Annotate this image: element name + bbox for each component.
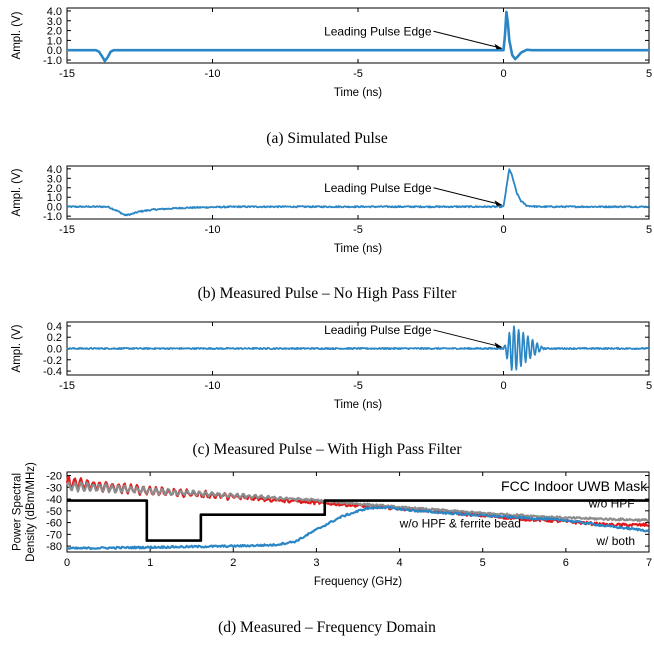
x-tick-label: 6 (563, 557, 569, 569)
no-hpf-label: w/o HPF (588, 496, 635, 510)
y-tick-label: 2.0 (47, 26, 62, 38)
x-tick-label: 5 (646, 380, 652, 392)
x-axis-label: Frequency (GHz) (314, 576, 402, 588)
y-tick-label: -50 (46, 506, 62, 518)
annotation-arrowhead (494, 200, 503, 206)
x-tick-label: 2 (230, 557, 236, 569)
series-line-no-hpf (65, 481, 650, 523)
x-tick-label: -5 (353, 224, 363, 236)
y-tick-label: -20 (46, 471, 62, 483)
annotation-text: Leading Pulse Edge (324, 323, 432, 337)
x-tick-label: 7 (646, 557, 652, 569)
annotation-arrowhead (494, 43, 503, 50)
x-tick-label: -15 (59, 224, 75, 236)
x-tick-label: 4 (397, 557, 403, 569)
x-tick-label: -10 (205, 380, 221, 392)
x-tick-label: -5 (353, 68, 363, 80)
plot-frame-3 (66, 471, 650, 553)
y-tick-label: -0.2 (43, 355, 62, 367)
series-line-both (66, 505, 650, 551)
y-tick-label: 0.0 (47, 202, 62, 214)
y-tick-label: 1.0 (47, 35, 62, 47)
x-tick-label: -15 (59, 380, 75, 392)
y-tick-label: 4.0 (47, 6, 62, 18)
x-tick-label: 0 (64, 557, 70, 569)
annotation-arrowhead (494, 342, 503, 348)
y-tick-label: 0.0 (47, 344, 62, 356)
annotation-arrow (433, 329, 502, 348)
x-tick-label: 1 (147, 557, 153, 569)
y-tick-label: -30 (46, 482, 62, 494)
y-tick-label: 3.0 (47, 16, 62, 28)
y-tick-label: 0.4 (47, 321, 62, 333)
x-tick-label: -15 (59, 68, 75, 80)
y-axis-label: Ampl. (V) (11, 11, 23, 59)
both-label: w/ both (595, 534, 635, 548)
annotation-text: Leading Pulse Edge (324, 24, 432, 38)
series-line-measured-no-hpf (66, 168, 649, 217)
annotation-text: Leading Pulse Edge (324, 181, 432, 195)
y-tick-label: 1.0 (47, 192, 62, 204)
panel-caption: (b) Measured Pulse – No High Pass Filter (198, 285, 458, 302)
x-tick-label: 5 (480, 557, 486, 569)
x-axis-label: Time (ns) (334, 243, 382, 255)
x-tick-label: 0 (500, 224, 506, 236)
series-line-measured-hpf (66, 325, 650, 371)
y-tick-label: -80 (46, 541, 62, 553)
x-tick-label: 0 (500, 68, 506, 80)
x-tick-label: -5 (353, 380, 363, 392)
y-tick-label: 3.0 (47, 173, 62, 185)
x-axis-label: Time (ns) (334, 87, 382, 99)
fcc-mask-label: FCC Indoor UWB Mask (501, 478, 648, 494)
series-line-fcc-mask (67, 499, 649, 542)
x-axis-label: Time (ns) (334, 399, 382, 411)
y-axis-label: Ampl. (V) (11, 324, 23, 372)
panel-caption: (d) Measured – Frequency Domain (218, 619, 436, 636)
x-tick-label: 3 (313, 557, 319, 569)
panel-caption: (a) Simulated Pulse (266, 130, 388, 147)
y-tick-label: -60 (46, 518, 62, 530)
y-axis-label: Ampl. (V) (11, 168, 23, 216)
y-tick-label: 0.0 (47, 45, 62, 57)
annotation-arrow (433, 187, 502, 206)
y-axis-label: Power SpectralDensity (dBm/MHz) (12, 462, 37, 562)
annotation-arrow (433, 30, 502, 49)
y-tick-label: 2.0 (47, 183, 62, 195)
x-tick-label: 5 (646, 224, 652, 236)
x-tick-label: -10 (205, 68, 221, 80)
y-tick-label: -40 (46, 494, 62, 506)
x-tick-label: 0 (500, 380, 506, 392)
y-tick-label: -1.0 (43, 55, 62, 67)
x-tick-label: 5 (646, 68, 652, 80)
no-hpf-ferrite-label: w/o HPF & ferrite bead (399, 516, 521, 530)
x-tick-label: -10 (205, 224, 221, 236)
y-tick-label: 0.2 (47, 332, 62, 344)
y-tick-label: 4.0 (47, 164, 62, 176)
panel-caption: (c) Measured Pulse – With High Pass Filt… (192, 441, 462, 458)
y-tick-label: -1.0 (43, 211, 62, 223)
y-tick-label: -0.4 (43, 366, 62, 378)
series-line-simulated (66, 10, 650, 63)
y-tick-label: -70 (46, 529, 62, 541)
